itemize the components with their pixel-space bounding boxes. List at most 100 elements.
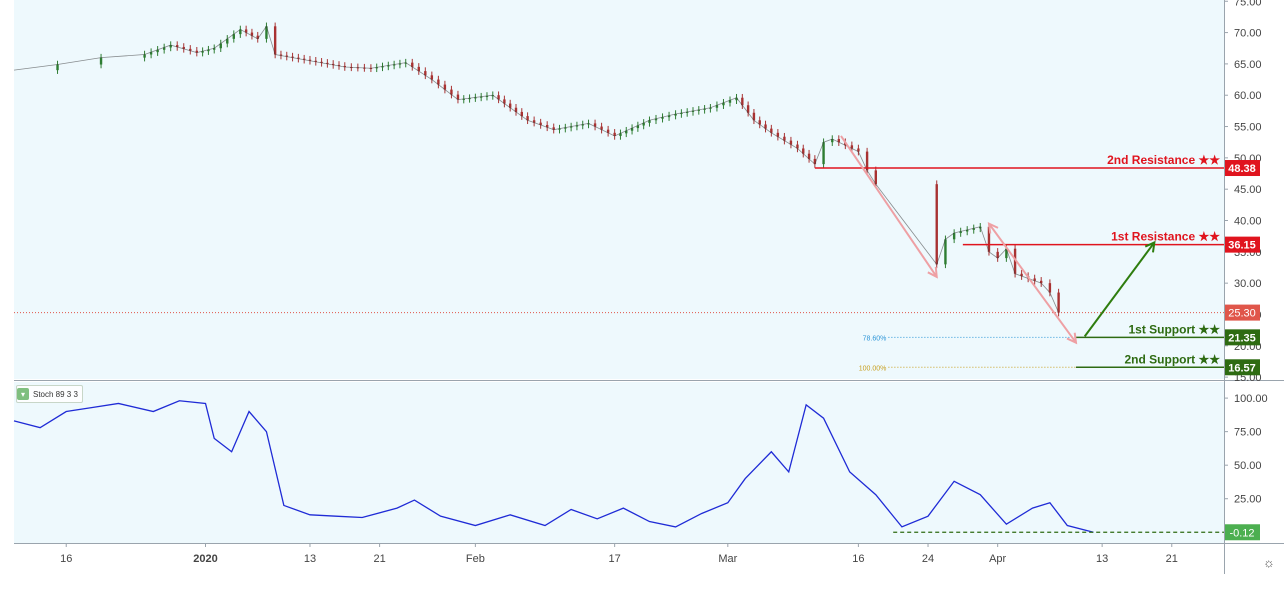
candle-body xyxy=(514,107,518,112)
candle-body xyxy=(411,62,414,67)
candle-body xyxy=(1048,283,1052,293)
y-tick-label: 45.00 xyxy=(1234,184,1262,196)
candle-body xyxy=(485,95,489,97)
candle-body xyxy=(343,65,346,68)
y-tick-label: 55.00 xyxy=(1234,122,1262,134)
candle-body xyxy=(497,95,500,100)
candle-body xyxy=(741,97,744,106)
x-tick-label: 24 xyxy=(922,553,934,565)
candle-body xyxy=(654,118,658,121)
candle-body xyxy=(532,120,536,123)
candle-body xyxy=(99,57,103,65)
candle-body xyxy=(972,228,975,230)
x-tick-label: 13 xyxy=(304,553,316,565)
candle-body xyxy=(169,45,172,48)
candle-body xyxy=(966,229,969,232)
candle-body xyxy=(685,111,689,113)
candle-body xyxy=(539,122,542,125)
candle-body xyxy=(279,54,283,56)
candle-body xyxy=(959,231,962,234)
level-price-tag xyxy=(1225,160,1260,177)
candle-body xyxy=(195,50,199,53)
candle-body xyxy=(156,49,159,53)
candle-body xyxy=(865,151,869,171)
stoch-y-tick-label: 100.00 xyxy=(1234,393,1268,405)
candle-body xyxy=(526,116,529,121)
candle-body xyxy=(680,112,683,115)
candle-body xyxy=(239,29,242,35)
candle-body xyxy=(226,38,229,44)
x-tick-label: 21 xyxy=(373,553,385,565)
candle-body xyxy=(593,123,597,127)
stoch-value-label: -0.12 xyxy=(1229,527,1254,539)
candle-body xyxy=(837,139,841,143)
level-name: 1st Support ★★ xyxy=(1128,322,1220,336)
candle-body xyxy=(508,103,512,108)
indicator-label[interactable]: ▾ Stoch 89 3 3 xyxy=(16,385,83,403)
fib-label: 78.60% xyxy=(863,335,887,342)
candle-body xyxy=(850,145,854,149)
candle-body xyxy=(491,95,494,97)
candle-body xyxy=(1033,278,1036,281)
candle-body xyxy=(456,94,460,100)
candle-body xyxy=(776,132,780,137)
candle-body xyxy=(437,79,440,85)
candle-body xyxy=(219,43,222,49)
candle-body xyxy=(207,49,210,52)
candle-body xyxy=(479,96,483,98)
candle-body xyxy=(697,109,700,111)
candle-body xyxy=(703,108,706,110)
x-tick-label: Mar xyxy=(718,553,737,565)
candle-body xyxy=(619,133,622,136)
candle-body xyxy=(331,63,335,65)
candle-body xyxy=(630,128,634,131)
level-price-label: 48.38 xyxy=(1228,163,1256,175)
x-tick-label: 21 xyxy=(1166,553,1178,565)
x-tick-label: Apr xyxy=(989,553,1006,565)
candle-body xyxy=(443,84,447,90)
candle-body xyxy=(1039,280,1043,284)
stoch-value-tag xyxy=(1225,524,1260,541)
candle-body xyxy=(232,34,236,39)
y-tick-label: 75.00 xyxy=(1234,0,1262,8)
level-price-label: 36.15 xyxy=(1228,240,1256,252)
candle-body xyxy=(381,66,384,68)
candle-body xyxy=(162,47,166,50)
level-name: 2nd Support ★★ xyxy=(1124,352,1220,366)
candle-body xyxy=(462,98,465,100)
level-price-tag xyxy=(1225,359,1260,376)
stoch-pane xyxy=(14,382,1224,543)
candle-body xyxy=(874,170,877,185)
current-price-label: 25.30 xyxy=(1228,308,1256,320)
candle-body xyxy=(149,52,153,55)
y-tick-label: 60.00 xyxy=(1234,90,1262,102)
candle-body xyxy=(1057,292,1060,313)
candle-body xyxy=(735,97,738,101)
candle-body xyxy=(987,226,991,252)
candle-body xyxy=(857,148,860,152)
candle-body xyxy=(746,105,750,113)
gear-icon[interactable]: ☼ xyxy=(1263,554,1275,570)
arrow-up-down-shaft xyxy=(988,223,1077,344)
candle-body xyxy=(822,142,825,165)
candle-body xyxy=(642,122,645,126)
candle-body xyxy=(728,100,732,103)
candle-body xyxy=(143,54,146,58)
candle-body xyxy=(636,125,640,129)
candle-body xyxy=(450,89,453,95)
candle-body xyxy=(56,64,59,71)
candle-body xyxy=(796,144,799,149)
candle-body xyxy=(952,233,956,240)
candle-body xyxy=(1020,273,1023,277)
candle-body xyxy=(387,65,390,67)
arrow-up-shaft xyxy=(1083,241,1156,337)
candle-body xyxy=(783,136,786,141)
candle-body xyxy=(1013,248,1017,274)
candle-body xyxy=(996,251,999,259)
candle-body xyxy=(250,32,254,36)
fib-label: 100.00% xyxy=(859,365,887,372)
level-name: 1st Resistance ★★ xyxy=(1111,230,1220,244)
chevron-down-icon[interactable]: ▾ xyxy=(17,388,29,400)
candle-body xyxy=(709,107,712,109)
